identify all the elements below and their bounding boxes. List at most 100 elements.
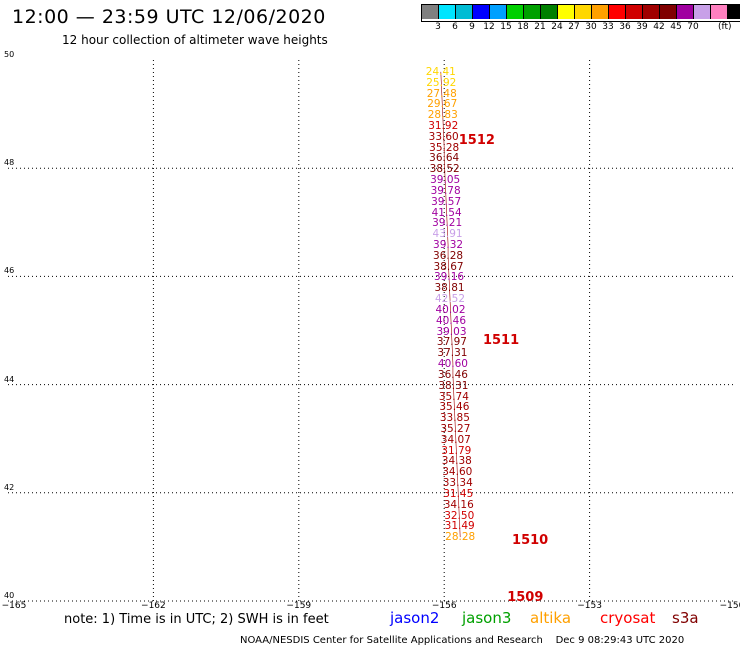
color-scale-label: 33 — [602, 22, 614, 32]
lat-tick-label: 46 — [4, 266, 15, 276]
lon-tick-label: −162 — [141, 601, 166, 611]
wave-height-label: 38.67 — [433, 260, 464, 273]
color-scale-label: 27 — [568, 22, 580, 32]
lon-tick-label: −150 — [719, 601, 740, 611]
color-swatch — [439, 5, 456, 19]
wave-height-label: 42.52 — [434, 293, 466, 306]
wave-height-label: 39.78 — [430, 184, 461, 197]
color-swatch — [558, 5, 575, 19]
legend-altika: altika — [530, 609, 572, 627]
lat-tick-label: 40 — [4, 591, 15, 600]
color-swatch — [456, 5, 473, 19]
legend-jason2: jason2 — [390, 609, 440, 627]
wave-height-label: 35.28 — [429, 141, 460, 154]
color-swatch — [473, 5, 490, 19]
wave-height-label: 28.28 — [445, 531, 476, 544]
color-swatch — [490, 5, 507, 19]
wave-height-label: 34.07 — [440, 433, 471, 446]
lon-tick-label: −156 — [431, 601, 457, 611]
color-swatch — [524, 5, 541, 19]
color-scale-label: 3 — [435, 22, 441, 32]
lat-tick-label: 42 — [4, 482, 15, 492]
color-scale-label: 42 — [653, 22, 665, 32]
wave-height-label: 36.46 — [437, 368, 468, 381]
wave-height-label: 38.52 — [429, 163, 460, 176]
wave-height-label: 39.16 — [434, 271, 465, 284]
legend-cryosat: cryosat — [600, 609, 656, 627]
legend-s3a: s3a — [672, 609, 699, 627]
color-scale-label: 21 — [534, 22, 546, 32]
color-swatch — [609, 5, 626, 19]
color-swatch — [575, 5, 592, 19]
color-swatch — [541, 5, 558, 19]
color-scale — [421, 4, 740, 22]
wave-height-label: 36.28 — [433, 249, 464, 262]
wave-height-label: 43.91 — [432, 228, 463, 241]
color-scale-unit: (ft) — [718, 22, 732, 32]
color-scale-label: 15 — [500, 22, 512, 32]
color-scale-label: 18 — [517, 22, 529, 32]
color-swatch — [626, 5, 643, 19]
color-swatch — [694, 5, 711, 19]
lat-tick-label: 48 — [4, 158, 15, 168]
lon-tick-label: −165 — [1, 601, 27, 611]
lat-tick-label: 50 — [4, 50, 15, 59]
color-scale-label: 9 — [469, 22, 475, 32]
wave-height-label: 28.83 — [427, 109, 458, 122]
wave-height-label: 35.74 — [438, 390, 469, 403]
credit-timestamp: Dec 9 08:29:43 UTC 2020 — [555, 635, 685, 646]
wave-height-label: 31.79 — [441, 444, 472, 457]
wave-height-label: 39.03 — [436, 325, 467, 338]
color-swatch — [592, 5, 609, 19]
color-swatch — [728, 5, 740, 19]
page-title: 12:00 — 23:59 UTC 12/06/2020 — [12, 6, 326, 28]
wave-height-label: 31.45 — [443, 487, 474, 500]
credit-org: NOAA/NESDIS Center for Satellite Applica… — [240, 635, 543, 646]
satellite-track — [440, 71, 461, 538]
lon-tick-label: −159 — [286, 601, 312, 611]
color-scale-label: 24 — [551, 22, 563, 32]
wave-height-label: 39.32 — [433, 239, 464, 252]
pass-id-label: 1511 — [482, 333, 520, 349]
wave-height-label: 37.31 — [437, 347, 468, 360]
wave-height-label: 27.48 — [426, 87, 457, 100]
legend-jason3: jason3 — [462, 609, 512, 627]
footer-credit: NOAA/NESDIS Center for Satellite Applica… — [240, 635, 684, 646]
wave-height-label: 25.92 — [426, 76, 457, 89]
pass-id-label: 1512 — [458, 133, 495, 149]
wave-height-label: 39.21 — [432, 217, 463, 230]
wave-height-label: 41.54 — [431, 206, 462, 219]
wave-height-label: 31.49 — [444, 520, 475, 533]
wave-height-label: 38.31 — [438, 379, 469, 392]
page-subtitle: 12 hour collection of altimeter wave hei… — [62, 33, 328, 47]
color-swatch — [422, 5, 439, 19]
wave-height-label: 34.16 — [443, 498, 474, 511]
color-swatch — [660, 5, 677, 19]
wave-height-label: 35.46 — [439, 401, 470, 414]
lat-tick-label: 44 — [4, 374, 15, 384]
wave-height-label: 32.50 — [444, 509, 475, 522]
wave-height-label: 40.02 — [435, 303, 466, 316]
color-scale-label: 6 — [452, 22, 458, 32]
color-swatch — [711, 5, 728, 19]
color-scale-label: 30 — [585, 22, 597, 32]
wave-height-label: 31.92 — [428, 120, 459, 132]
pass-id-label: 1509 — [507, 590, 544, 606]
wave-height-label: 33.85 — [439, 412, 470, 425]
wave-height-label: 37.97 — [436, 336, 467, 349]
lon-tick-label: −153 — [577, 601, 602, 611]
color-scale-label: 36 — [619, 22, 631, 32]
wave-height-label: 34.60 — [442, 466, 473, 479]
wave-height-label: 39.05 — [430, 174, 461, 187]
wave-height-label: 33.60 — [428, 130, 459, 143]
color-scale-label: 45 — [670, 22, 682, 32]
wave-height-label: 35.27 — [440, 422, 471, 435]
wave-height-label: 29.67 — [427, 98, 458, 111]
color-swatch — [643, 5, 660, 19]
wave-height-label: 39.57 — [431, 195, 462, 208]
color-scale-label: 70 — [687, 22, 699, 32]
wave-height-label: 36.64 — [429, 152, 460, 165]
pass-id-label: 1510 — [512, 533, 549, 549]
wave-height-label: 24.41 — [425, 65, 456, 78]
